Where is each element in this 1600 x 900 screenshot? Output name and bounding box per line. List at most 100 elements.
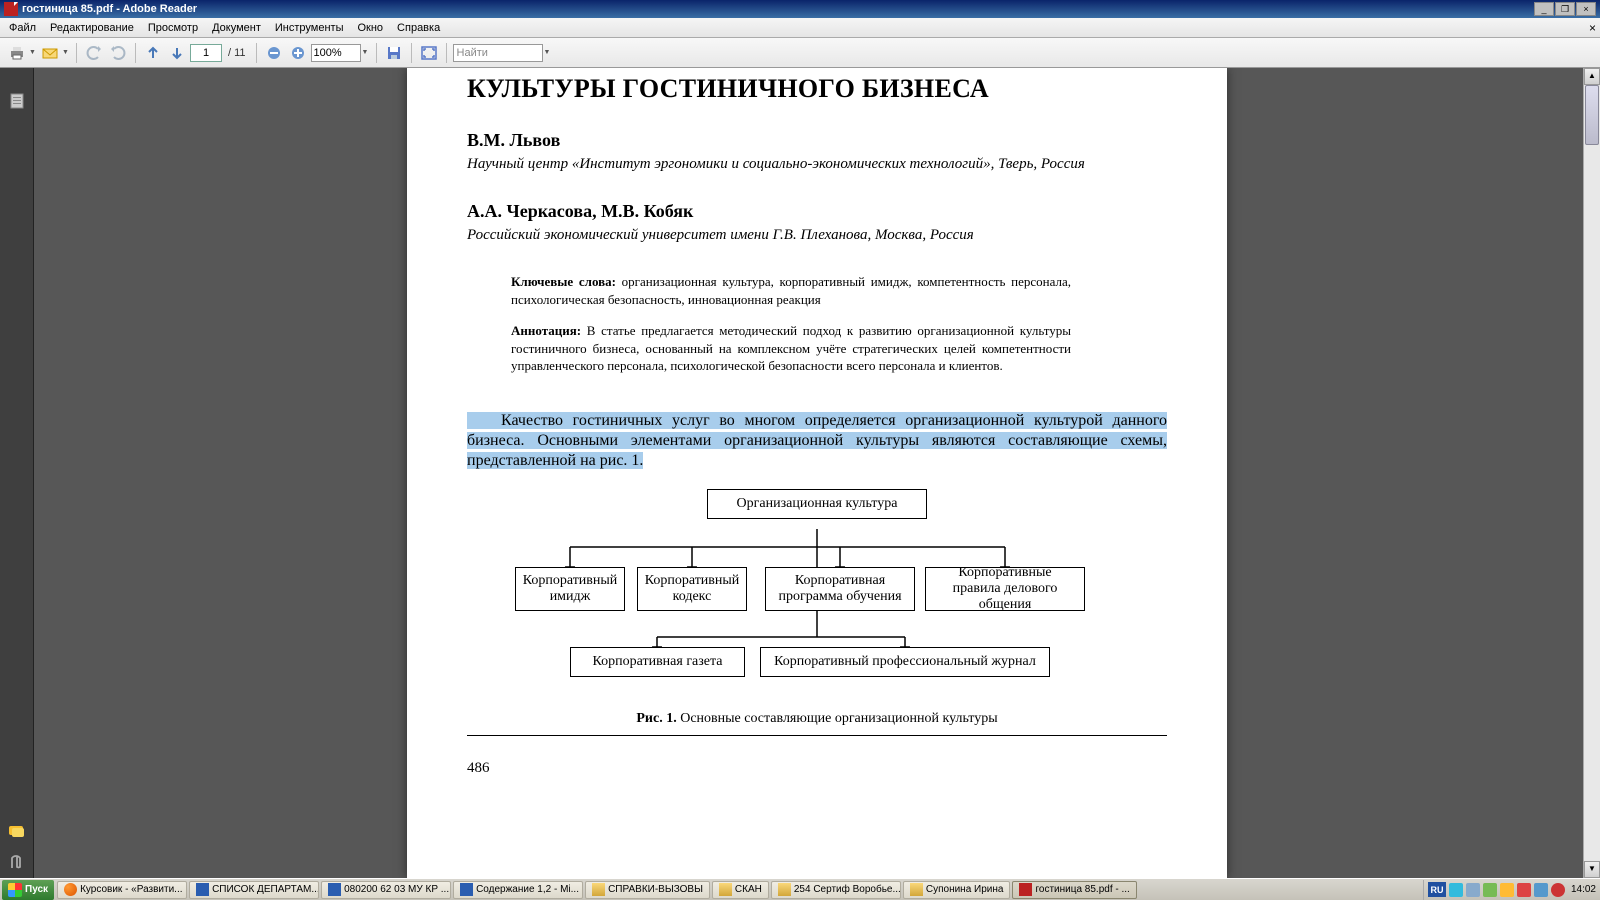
app-icon xyxy=(592,883,605,896)
find-input[interactable] xyxy=(453,44,543,62)
taskbar-item[interactable]: гостиница 85.pdf - ... xyxy=(1012,881,1136,899)
next-page-button[interactable] xyxy=(166,42,188,64)
tray-icon[interactable] xyxy=(1466,883,1480,897)
taskbar-item-label: СКАН xyxy=(735,884,762,895)
doc-title: КУЛЬТУРЫ ГОСТИНИЧНОГО БИЗНЕСА xyxy=(467,74,1167,104)
zoom-combo[interactable] xyxy=(311,44,361,62)
taskbar-item-label: СПИСОК ДЕПАРТАМ... xyxy=(212,884,319,895)
comments-button[interactable] xyxy=(3,821,31,845)
affiliation-1: Научный центр «Институт эргономики и соц… xyxy=(467,155,1167,175)
zoom-dropdown[interactable]: ▼ xyxy=(362,49,370,56)
scroll-thumb[interactable] xyxy=(1585,85,1599,145)
menubar: Файл Редактирование Просмотр Документ Ин… xyxy=(0,18,1600,38)
taskbar-item-label: Супонина Ирина xyxy=(926,884,1004,895)
save-button[interactable] xyxy=(383,42,405,64)
taskbar-item-label: гостиница 85.pdf - ... xyxy=(1035,884,1129,895)
menu-tools[interactable]: Инструменты xyxy=(268,20,351,36)
scroll-down-button[interactable]: ▼ xyxy=(1584,861,1600,878)
close-doc-button[interactable]: × xyxy=(1589,21,1596,35)
taskbar-item-label: Курсовик - «Развити... xyxy=(80,884,182,895)
page-number-input[interactable] xyxy=(190,44,222,62)
prev-page-button[interactable] xyxy=(142,42,164,64)
figure-caption: Рис. 1. Основные составляющие организаци… xyxy=(467,711,1167,727)
close-button[interactable]: × xyxy=(1576,2,1596,16)
window-title: гостиница 85.pdf - Adobe Reader xyxy=(22,3,1534,15)
tray-icon[interactable] xyxy=(1534,883,1548,897)
app-icon xyxy=(328,883,341,896)
pages-panel-button[interactable] xyxy=(3,89,31,113)
sidebar xyxy=(0,68,34,878)
taskbar-item[interactable]: СПРАВКИ-ВЫЗОВЫ xyxy=(585,881,710,899)
zoom-in-button[interactable] xyxy=(287,42,309,64)
app-icon xyxy=(460,883,473,896)
annotation-label: Аннотация: xyxy=(511,323,581,338)
taskbar-item[interactable]: СКАН xyxy=(712,881,769,899)
taskbar-item[interactable]: Курсовик - «Развити... xyxy=(57,881,187,899)
page-total: / 11 xyxy=(228,47,246,59)
minimize-button[interactable]: _ xyxy=(1534,2,1554,16)
menu-file[interactable]: Файл xyxy=(2,20,43,36)
body-paragraph: Качество гостиничных услуг во многом опр… xyxy=(467,411,1167,471)
tray-icon[interactable] xyxy=(1551,883,1565,897)
horizontal-rule xyxy=(467,735,1167,736)
pdf-icon xyxy=(4,2,18,16)
attachments-button[interactable] xyxy=(3,851,31,875)
taskbar-item-label: Содержание 1,2 - Mi... xyxy=(476,884,579,895)
fullscreen-button[interactable] xyxy=(418,42,440,64)
app-icon xyxy=(196,883,209,896)
app-icon xyxy=(778,883,791,896)
diagram-node-n1: Корпоративный имидж xyxy=(515,567,625,611)
diagram: Организационная культура Корпоративный им… xyxy=(467,489,1167,709)
affiliation-2: Российский экономический университет име… xyxy=(467,226,1167,246)
titlebar: гостиница 85.pdf - Adobe Reader _ ❐ × xyxy=(0,0,1600,18)
vertical-scrollbar[interactable]: ▲ ▼ xyxy=(1583,68,1600,878)
email-button[interactable] xyxy=(39,42,61,64)
menu-edit[interactable]: Редактирование xyxy=(43,20,141,36)
selected-text: Качество гостиничных услуг во многом опр… xyxy=(467,412,1167,469)
annotation-text: В статье предлагается методический подхо… xyxy=(511,323,1071,373)
menu-window[interactable]: Окно xyxy=(350,20,390,36)
windows-flag-icon xyxy=(8,883,22,897)
find-dropdown[interactable]: ▼ xyxy=(544,49,552,56)
email-dropdown[interactable]: ▼ xyxy=(62,49,70,56)
scroll-up-button[interactable]: ▲ xyxy=(1584,68,1600,85)
prev-view-button[interactable] xyxy=(83,42,105,64)
caption-label: Рис. 1. xyxy=(636,711,676,726)
maximize-button[interactable]: ❐ xyxy=(1555,2,1575,16)
taskbar-item[interactable]: 254 Сертиф Воробье... xyxy=(771,881,901,899)
diagram-node-n6: Корпоративный профессиональный журнал xyxy=(760,647,1050,677)
taskbar-item-label: 254 Сертиф Воробье... xyxy=(794,884,901,895)
taskbar-item[interactable]: Супонина Ирина xyxy=(903,881,1011,899)
print-button[interactable] xyxy=(6,42,28,64)
start-label: Пуск xyxy=(25,884,48,895)
clock[interactable]: 14:02 xyxy=(1571,884,1596,895)
tray-icon[interactable] xyxy=(1500,883,1514,897)
diagram-node-root: Организационная культура xyxy=(707,489,927,519)
print-dropdown[interactable]: ▼ xyxy=(29,49,37,56)
toolbar: ▼ ▼ / 11 ▼ ▼ xyxy=(0,38,1600,68)
next-view-button[interactable] xyxy=(107,42,129,64)
zoom-out-button[interactable] xyxy=(263,42,285,64)
page-number: 486 xyxy=(467,760,1167,777)
menu-help[interactable]: Справка xyxy=(390,20,447,36)
tray-icon[interactable] xyxy=(1483,883,1497,897)
tray-icon[interactable] xyxy=(1517,883,1531,897)
taskbar: Пуск Курсовик - «Развити... СПИСОК ДЕПАРТ… xyxy=(0,878,1600,900)
menu-view[interactable]: Просмотр xyxy=(141,20,205,36)
taskbar-item[interactable]: Содержание 1,2 - Mi... xyxy=(453,881,583,899)
pdf-page: КУЛЬТУРЫ ГОСТИНИЧНОГО БИЗНЕСА В.М. Львов… xyxy=(407,68,1227,878)
start-button[interactable]: Пуск xyxy=(2,880,54,900)
tray-icon[interactable] xyxy=(1449,883,1463,897)
app-icon xyxy=(64,883,77,896)
system-tray: RU 14:02 xyxy=(1423,880,1600,900)
taskbar-item[interactable]: 080200 62 03 МУ КР ... xyxy=(321,881,451,899)
diagram-node-n3: Корпоративная программа обучения xyxy=(765,567,915,611)
taskbar-item[interactable]: СПИСОК ДЕПАРТАМ... xyxy=(189,881,319,899)
diagram-node-n2: Корпоративный кодекс xyxy=(637,567,747,611)
author-1: В.М. Львов xyxy=(467,130,1167,151)
keywords-block: Ключевые слова: организационная культура… xyxy=(511,273,1071,308)
annotation-block: Аннотация: В статье предлагается методич… xyxy=(511,322,1071,375)
app-icon xyxy=(910,883,923,896)
language-indicator[interactable]: RU xyxy=(1428,882,1446,897)
menu-document[interactable]: Документ xyxy=(205,20,268,36)
